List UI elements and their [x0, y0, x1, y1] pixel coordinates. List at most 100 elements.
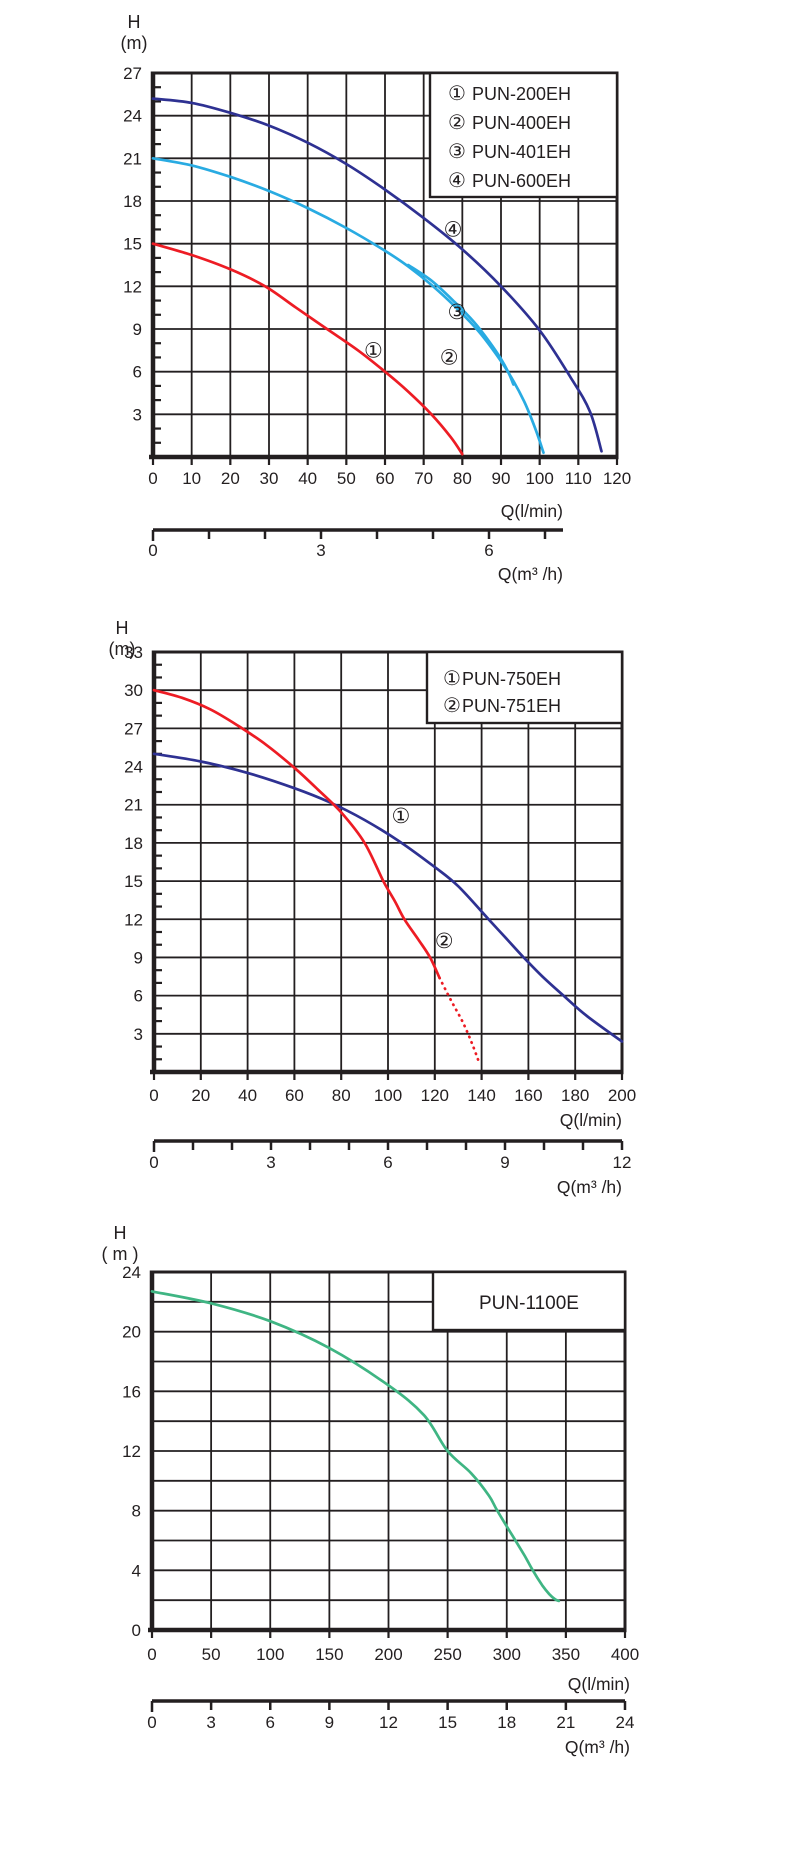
legend-item: PUN-401EH [472, 142, 571, 162]
y-tick-label: 0 [132, 1621, 141, 1640]
y-minor-ticks [154, 663, 162, 1061]
x-tick-label: 80 [332, 1086, 351, 1105]
x2-tick-label: 24 [616, 1713, 635, 1732]
x-tick-label: 20 [221, 469, 240, 488]
x-tick-label: 200 [608, 1086, 636, 1105]
y-tick-label: 18 [124, 834, 143, 853]
x-tick-label: 140 [467, 1086, 495, 1105]
x-tick-label: 110 [565, 469, 592, 488]
x-tick-label: 30 [260, 469, 279, 488]
x2-tick-label: 3 [206, 1713, 215, 1732]
x2-axis-title: Q(m³ /h) [557, 1177, 622, 1197]
curve-marker-PUN-400EH: ② [440, 346, 459, 369]
curve-PUN-750EH [152, 752, 624, 1043]
y-tick-label: 33 [124, 643, 143, 662]
y-tick-label: 9 [134, 948, 143, 967]
legend-item: PUN-751EH [462, 696, 561, 716]
x-axis-labels: 0 50 100 150 200 250 300 350 400 [147, 1645, 639, 1664]
y-axis-title: H [116, 618, 129, 638]
curve-marker-PUN-200EH: ① [364, 339, 383, 362]
x-tick-label: 100 [256, 1645, 284, 1664]
curve-marker-PUN-600EH: ④ [444, 218, 463, 241]
y-tick-label: 12 [122, 1442, 141, 1461]
y-tick-label: 6 [133, 363, 142, 382]
y-tick-label: 8 [132, 1502, 141, 1521]
curve-marker-PUN-751EH: ② [435, 930, 454, 953]
x-ticks [150, 1630, 627, 1638]
y-tick-label: 3 [133, 405, 142, 424]
x2-axis-title: Q(m³ /h) [498, 564, 563, 584]
x2-tick-label: 6 [266, 1713, 275, 1732]
legend-box [431, 1270, 627, 1332]
legend-item: PUN-600EH [472, 171, 571, 191]
x-tick-label: 60 [285, 1086, 304, 1105]
x-tick-label: 150 [315, 1645, 343, 1664]
x-tick-label: 20 [191, 1086, 210, 1105]
x-axis-labels: 0 20 40 60 80 100 120 140 160 180 200 [149, 1086, 636, 1105]
y-axis-unit: ( m ) [102, 1244, 139, 1264]
y-tick-label: 21 [123, 149, 142, 168]
y-minor-ticks [153, 86, 161, 444]
y-tick-label: 27 [123, 64, 142, 83]
y-tick-label: 20 [122, 1323, 141, 1342]
y-axis-labels: 3 6 9 12 15 18 21 24 27 [123, 64, 142, 424]
y-tick-label: 24 [123, 107, 142, 126]
x2-axis-title: Q(m³ /h) [565, 1737, 630, 1757]
x-tick-label: 70 [414, 469, 433, 488]
x-tick-label: 60 [376, 469, 395, 488]
y-tick-label: 4 [132, 1561, 141, 1580]
x-axis-title: Q(l/min) [501, 501, 563, 521]
y-tick-label: 15 [124, 872, 143, 891]
secondary-axis: 0 3 6 9 12 15 18 21 24 Q(m³ /h) [147, 1699, 635, 1757]
curve-marker-PUN-401EH: ③ [448, 301, 467, 324]
legend-item: PUN-400EH [472, 113, 571, 133]
y-tick-label: 30 [124, 681, 143, 700]
curve-PUN-400EH [151, 156, 545, 455]
y-tick-label: 12 [124, 910, 143, 929]
legend-box [428, 71, 619, 199]
y-axis-title: H [114, 1223, 127, 1243]
y-axis-unit: (m) [109, 639, 136, 659]
legend-box [425, 650, 624, 725]
x-tick-label: 100 [525, 469, 553, 488]
x-tick-label: 350 [552, 1645, 580, 1664]
secondary-axis: 0 3 6 9 12 Q(m³ /h) [149, 1139, 631, 1197]
x2-tick-label: 6 [484, 541, 493, 560]
x2-tick-label: 15 [438, 1713, 457, 1732]
y-axis-labels: 3 6 9 12 15 18 21 24 27 30 33 [124, 643, 143, 1044]
x-tick-label: 120 [421, 1086, 449, 1105]
x-axis-title: Q(l/min) [568, 1674, 630, 1694]
y-tick-label: 6 [134, 987, 143, 1006]
legend-marker: ② [448, 112, 466, 134]
x2-tick-label: 3 [316, 541, 325, 560]
y-tick-label: 15 [123, 235, 142, 254]
x-tick-label: 50 [337, 469, 356, 488]
y-tick-label: 16 [122, 1382, 141, 1401]
x-tick-label: 100 [374, 1086, 402, 1105]
legend: PUN-1100E [431, 1270, 627, 1332]
x2-tick-label: 0 [148, 541, 157, 560]
x-tick-label: 300 [493, 1645, 521, 1664]
legend-marker: ① [443, 668, 461, 690]
x2-tick-label: 3 [266, 1153, 275, 1172]
x-tick-label: 40 [238, 1086, 257, 1105]
x-tick-label: 0 [147, 1645, 156, 1664]
x-axis-labels: 0 10 20 30 40 50 60 70 80 90 100 110 120 [148, 469, 631, 488]
x-tick-label: 40 [298, 469, 317, 488]
x-tick-label: 0 [148, 469, 157, 488]
curve-PUN-751EH [152, 688, 441, 980]
y-tick-label: 27 [124, 719, 143, 738]
x-tick-label: 50 [202, 1645, 221, 1664]
x2-tick-label: 6 [383, 1153, 392, 1172]
x-tick-label: 250 [433, 1645, 461, 1664]
grid [152, 1272, 625, 1630]
curve-marker-PUN-750EH: ① [391, 805, 410, 828]
y-tick-label: 9 [133, 320, 142, 339]
y-tick-label: 24 [122, 1263, 141, 1282]
x-tick-label: 180 [561, 1086, 589, 1105]
y-tick-label: 21 [124, 796, 143, 815]
